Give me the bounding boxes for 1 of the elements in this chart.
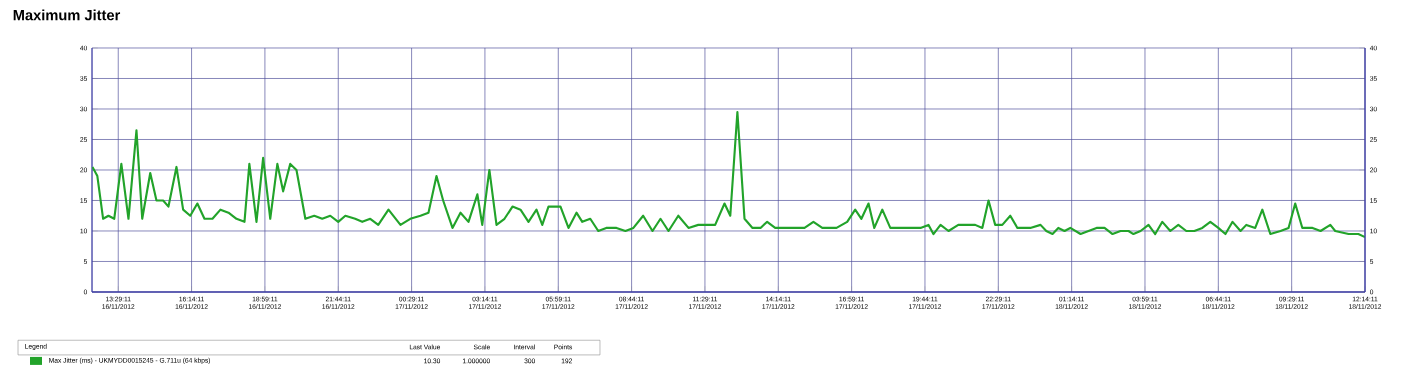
chart-title: Maximum Jitter xyxy=(13,9,121,21)
